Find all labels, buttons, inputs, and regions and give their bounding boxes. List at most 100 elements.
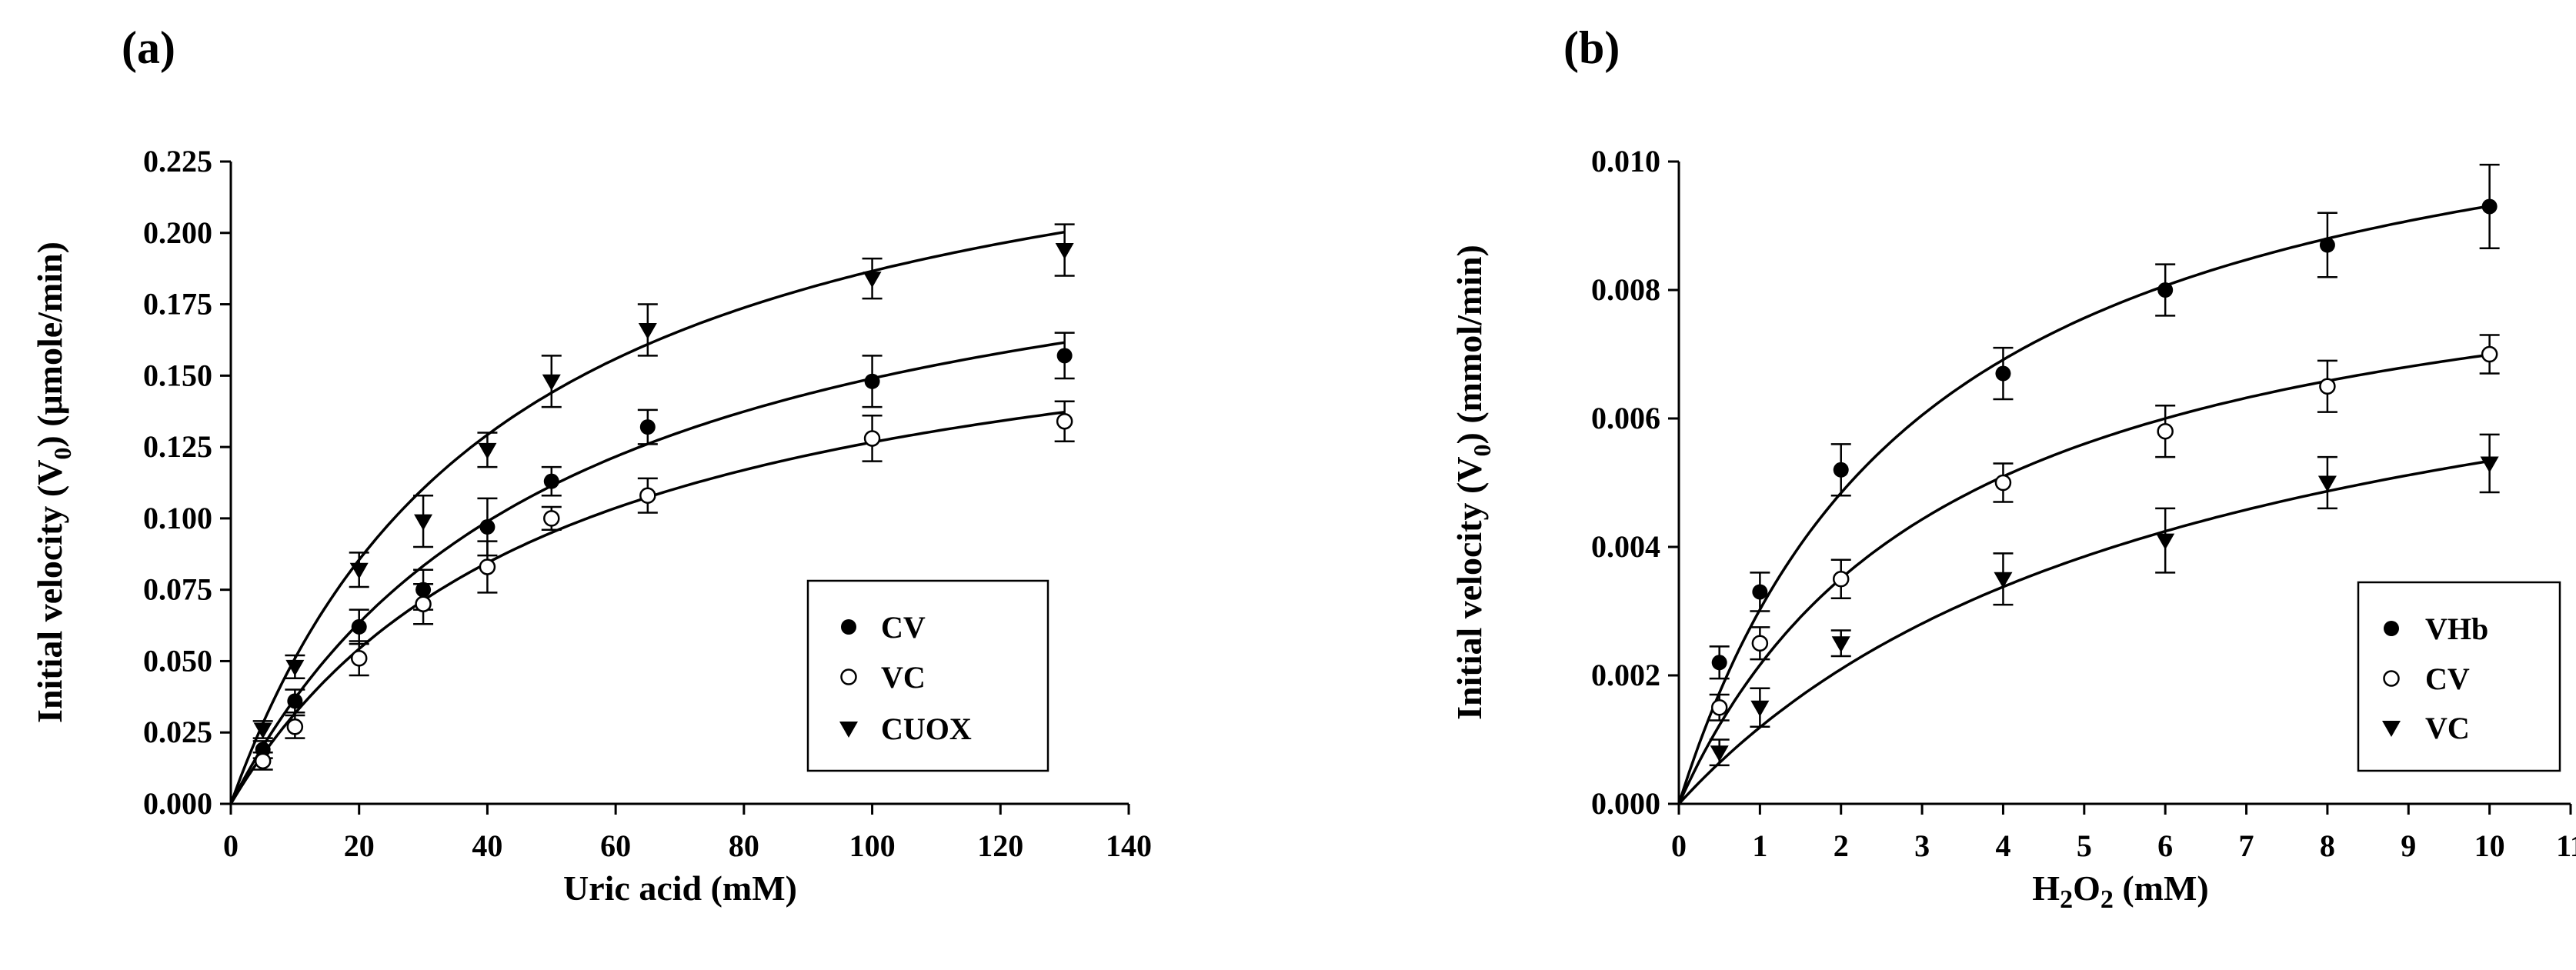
panel-b-x-title-sub2: 2 [2101,885,2114,914]
panel-b-x-tick-label: 7 [2239,828,2254,863]
panel-b-point-cv [1832,571,1850,588]
panel-b-x-tick-label: 8 [2320,828,2335,863]
panel-b-point-cv [2481,345,2498,363]
panel-b-point-vhb [2157,282,2174,298]
panel-a-point-vc [1056,412,1073,430]
panel-b-axes [1677,162,2571,805]
panel-a-y-tick-label: 0.200 [143,215,212,250]
panel-a-y-title-sub: 0 [48,448,76,460]
panel-a-y-axis-title: Initial velocity (V0) (μmole/min) [30,242,76,723]
panel-a-x-tick-label: 140 [1106,828,1152,863]
panel-a-point-cuox [478,442,497,459]
panel-a-y-title-pre: Initial velocity (V [30,460,69,723]
panel-a-x-tick-label: 120 [977,828,1023,863]
panel-a-y-tick-label: 0.125 [143,429,212,464]
panel-b-y-tick-label: 0.006 [1591,401,1660,435]
panel-a-point-cuox [542,374,561,391]
panel-a-data-points [252,223,1075,771]
panel-b-x-tick-label: 9 [2401,828,2416,863]
panel-a-y-title-post: ) (μmole/min) [30,242,69,448]
panel-a-y-tick-label: 0.075 [143,572,212,607]
panel-b-y-tick-label: 0.002 [1591,658,1660,692]
panel-b-point-vhb [1752,584,1768,600]
panel-b-y-tick-label: 0.008 [1591,272,1660,307]
panel-b-point-vc [1994,572,2013,588]
panel-a-point-vc [286,718,304,735]
panel-a-legend-marker-cuox [839,722,858,738]
panel-b-x-tick-label: 3 [1914,828,1930,863]
panel-a-x-tick-label: 0 [223,828,239,863]
panel-b-x-title-h: H [2032,868,2060,908]
panel-a-point-cv [287,693,303,709]
panel-a-x-tick-label: 100 [849,828,896,863]
panel-a-x-tick-label: 80 [729,828,759,863]
panel-b-legend-label-vhb: VHb [2425,612,2488,646]
panel-a-y-tick-label: 0.025 [143,715,212,749]
panel-b-chart: (b) 0.000 0.002 0.004 0.006 0.008 0.010 0 1 2 3 4… [1450,22,2576,914]
panel-a-point-cuox [1055,243,1074,260]
panel-a-point-cv [1056,348,1073,364]
panel-a-point-cv [543,473,559,489]
panel-b-x-tick-label: 2 [1834,828,1849,863]
panel-a-point-cuox [253,722,272,739]
panel-b-point-cv [1710,699,1728,716]
panel-a-point-vc [639,487,656,504]
panel-a-point-vc [254,752,272,770]
panel-b-y-tick-label: 0.000 [1591,786,1660,821]
panel-b-legend-marker-vc [2382,721,2401,737]
panel-a-point-vc [543,510,560,527]
panel-b-y-title-pre: Initial velocity (V [1450,456,1489,719]
panel-a-point-vc [350,649,368,667]
panel-a-y-tick-label: 0.000 [143,786,212,821]
panel-a-x-tick-label: 40 [472,828,502,863]
panel-a-point-vc [479,558,496,575]
panel-a-x-ticks: 0 20 40 60 80 100 120 140 [223,804,1152,863]
panel-b-legend-marker-vhb [2384,621,2399,636]
panel-a-axes [229,162,1129,805]
panel-b-point-vhb [1995,365,2011,382]
panel-a-legend-label-cv: CV [881,610,926,645]
panel-b-point-vhb [1711,655,1727,671]
panel-b-x-title-o: O [2073,868,2101,908]
panel-a-legend-marker-cv [841,619,856,635]
panel-b-legend-label-vc: VC [2425,711,2470,745]
panel-a-point-cuox [638,322,657,339]
panel-b-x-title-sub1: 2 [2060,885,2073,914]
panel-a-y-ticks: 0.000 0.025 0.050 0.075 0.100 0.125 0.150 0.175… [143,144,231,821]
panel-b-fit-curve-cv [1677,353,2490,805]
panel-b-legend-label-cv: CV [2425,662,2470,696]
panel-a-point-cv [255,742,271,758]
panel-b-x-tick-label: 0 [1671,828,1687,863]
panel-b-legend-marker-cv [2383,670,2400,687]
panel-b-data-points [1709,163,2500,767]
panel-a-point-cv [479,519,496,535]
panel-b-fit-curve-vhb [1677,205,2490,805]
panel-a-x-tick-label: 20 [344,828,375,863]
panel-b-x-ticks: 0 1 2 3 4 5 6 7 8 9 10 11 [1671,804,2576,863]
panel-a-point-vc [863,430,881,447]
panel-b-y-ticks: 0.000 0.002 0.004 0.006 0.008 0.010 [1591,144,1679,821]
panel-b-point-vc [1710,745,1729,762]
panel-b-x-tick-label: 1 [1752,828,1767,863]
panel-a-point-cuox [414,514,433,531]
panel-a-y-tick-label: 0.100 [143,501,212,535]
panel-b-point-cv [1751,635,1769,652]
panel-a-chart: (a) 0.0000.0250.0500.0750.1000.1250.1500… [30,22,1152,908]
panel-b-y-title-sub: 0 [1468,444,1496,456]
panel-a-y-tick-label: 0.050 [143,643,212,678]
panel-b-point-cv [2157,422,2174,440]
panel-b-point-vhb [1833,462,1849,478]
panel-b-point-vc [2317,475,2337,492]
panel-b-x-tick-label: 6 [2157,828,2173,863]
panel-b-x-title-post: (mM) [2114,868,2209,908]
panel-b-fit-curves [1677,205,2490,805]
panel-a-legend-box [806,579,1049,772]
panel-b-label: (b) [1563,22,1620,73]
panel-a-x-axis-title: Uric acid (mM) [563,868,797,908]
panel-a-point-cv [864,373,880,389]
panel-b-y-tick-label: 0.004 [1591,529,1660,564]
panel-a-point-cuox [349,562,369,579]
panel-b-fit-curve-vc [1677,459,2490,805]
panel-b-y-title-post: ) (mmol/min) [1450,245,1489,444]
panel-a-point-vc [415,595,432,612]
